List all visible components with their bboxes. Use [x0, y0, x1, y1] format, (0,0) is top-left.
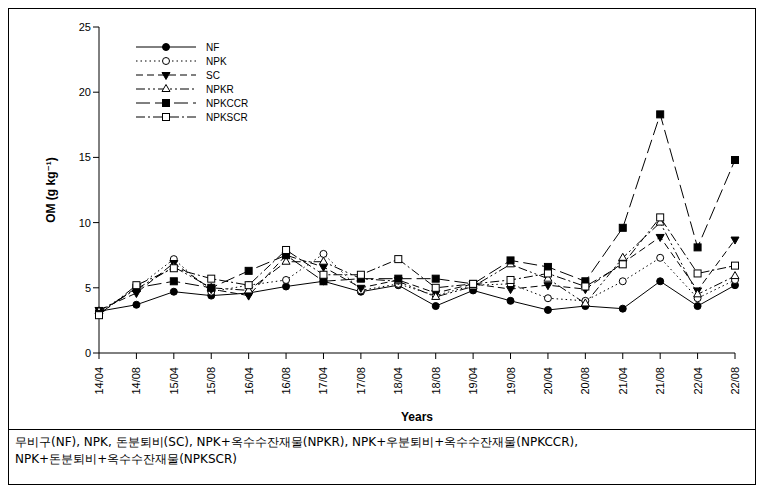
- svg-text:16/04: 16/04: [243, 367, 255, 395]
- html-text:NPK+돈분퇴비+옥수수잔재물(NPKSCR): NPK+돈분퇴비+옥수수잔재물(NPKSCR): [15, 452, 237, 466]
- svg-text:20: 20: [79, 86, 91, 98]
- svg-text:SC: SC: [206, 70, 220, 81]
- svg-text:15: 15: [79, 151, 91, 163]
- svg-text:5: 5: [85, 282, 91, 294]
- svg-text:18/04: 18/04: [392, 367, 404, 395]
- svg-text:15/08: 15/08: [205, 367, 217, 395]
- svg-text:22/04: 22/04: [692, 367, 704, 395]
- svg-text:20/04: 20/04: [542, 367, 554, 395]
- svg-text:16/08: 16/08: [280, 367, 292, 395]
- svg-text:22/08: 22/08: [729, 367, 741, 395]
- svg-text:NPKR: NPKR: [206, 84, 234, 95]
- svg-text:NPKSCR: NPKSCR: [206, 112, 248, 123]
- svg-text:NPKCCR: NPKCCR: [206, 98, 248, 109]
- svg-text:25: 25: [79, 21, 91, 33]
- svg-text:21/04: 21/04: [617, 367, 629, 395]
- svg-text:17/08: 17/08: [355, 367, 367, 395]
- svg-text:17/04: 17/04: [317, 367, 329, 395]
- svg-text:21/08: 21/08: [654, 367, 666, 395]
- svg-text:20/08: 20/08: [579, 367, 591, 395]
- svg-text:19/08: 19/08: [505, 367, 517, 395]
- svg-text:10: 10: [79, 217, 91, 229]
- svg-text:0: 0: [85, 347, 91, 359]
- svg-text:NPK: NPK: [206, 56, 227, 67]
- svg-text:14/04: 14/04: [93, 367, 105, 395]
- svg-text:OM (g kg⁻¹): OM (g kg⁻¹): [44, 157, 58, 223]
- svg-text:19/04: 19/04: [467, 367, 479, 395]
- html-text:무비구(NF), NPK, 돈분퇴비(SC), NPK+옥수: 무비구(NF), NPK, 돈분퇴비(SC), NPK+옥수수잔재물(NPKR)…: [15, 435, 578, 449]
- svg-text:Years: Years: [401, 410, 433, 424]
- svg-text:18/08: 18/08: [430, 367, 442, 395]
- svg-text:NF: NF: [206, 42, 219, 53]
- svg-text:14/08: 14/08: [130, 367, 142, 395]
- svg-text:15/04: 15/04: [168, 367, 180, 395]
